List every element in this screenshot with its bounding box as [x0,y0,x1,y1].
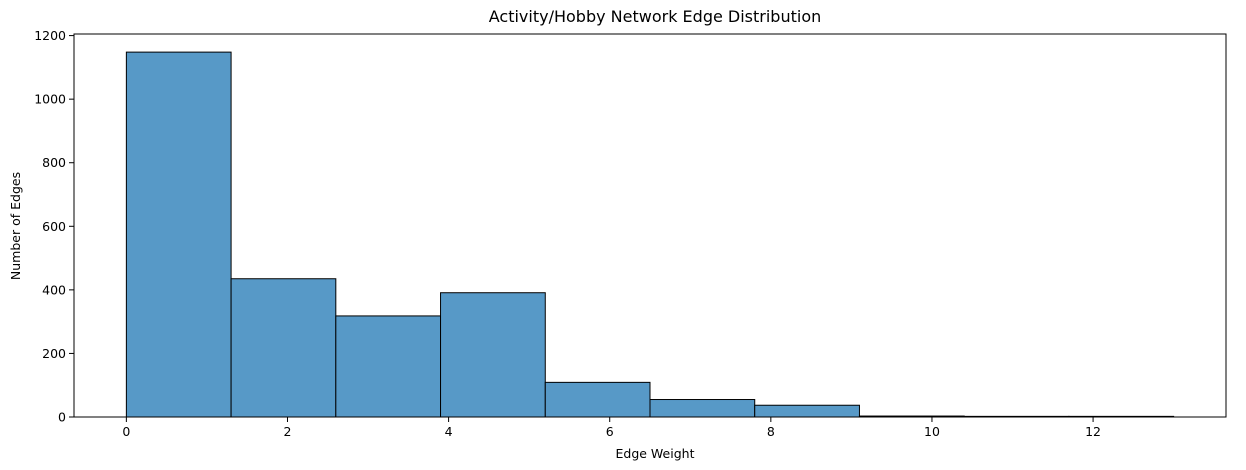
y-tick-label: 600 [42,219,66,234]
plot-area-frame [73,33,1227,418]
x-tick-label: 8 [767,424,775,439]
y-tick-label: 1200 [34,28,66,43]
y-tick-label: 400 [42,282,66,297]
x-tick-label: 0 [122,424,130,439]
y-tick-label: 800 [42,155,66,170]
histogram-bar-4 [544,381,651,418]
x-axis-label: Edge Weight [616,446,695,461]
x-tick-label: 2 [284,424,292,439]
bars-group [125,51,1175,418]
histogram-bar-0 [125,51,232,418]
histogram-bar-3 [440,292,546,418]
histogram-bar-6 [754,404,860,418]
histogram-bar-1 [230,278,337,418]
y-tick-label: 0 [58,410,66,425]
x-tick-label: 12 [1085,424,1101,439]
y-ticks-group: 0 200 400 600 800 1000 1200 [34,28,74,425]
y-tick-label: 1000 [34,92,66,107]
histogram-bar-2 [335,315,442,418]
x-tick-label: 10 [924,424,940,439]
y-axis-label: Number of Edges [8,172,23,280]
x-tick-label: 4 [445,424,453,439]
x-tick-label: 6 [606,424,614,439]
x-ticks-group: 0 2 4 6 8 10 12 [122,417,1101,439]
y-tick-label: 200 [42,346,66,361]
chart-title: Activity/Hobby Network Edge Distribution [489,7,822,26]
histogram-bar-5 [649,399,756,418]
